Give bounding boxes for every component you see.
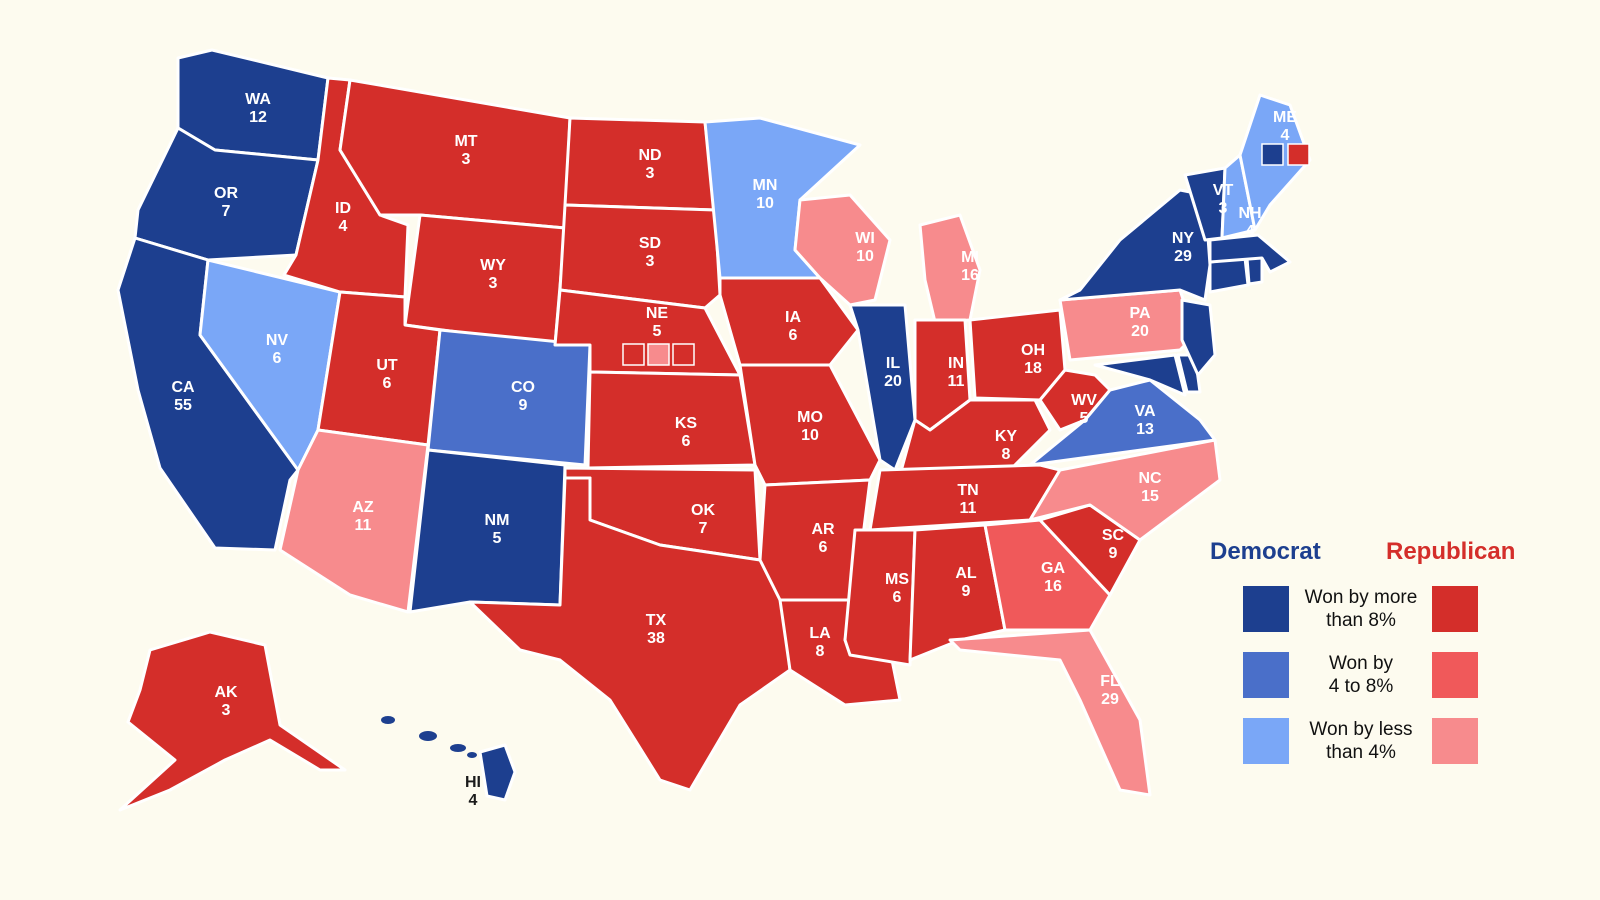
state-label-or: OR 7 xyxy=(214,185,238,220)
state-label-sd: SD 3 xyxy=(639,235,661,270)
legend-swatch-rep-weak xyxy=(1432,718,1478,764)
state-label-ny: NY 29 xyxy=(1172,230,1195,265)
state-label-nh: NH 4 xyxy=(1238,205,1261,240)
legend-swatch-rep-strong xyxy=(1432,586,1478,632)
state-label-la: LA 8 xyxy=(809,625,831,660)
state-shape-ma[interactable] xyxy=(1208,233,1292,274)
state-label-oh: OH 18 xyxy=(1021,342,1045,377)
legend-label: Won by more than 8% xyxy=(1304,587,1418,631)
legend-label: Won by 4 to 8% xyxy=(1328,653,1394,697)
state-label-ar: AR 6 xyxy=(811,521,835,556)
state-shape-md[interactable] xyxy=(1093,353,1187,397)
state-shape-or[interactable] xyxy=(133,126,320,262)
legend-democrat-heading: Democrat xyxy=(1210,538,1321,565)
state-label-az: AZ 11 xyxy=(352,499,374,534)
legend-swatch-dem-strong xyxy=(1243,586,1289,632)
state-label-ca: CA 55 xyxy=(171,379,195,414)
legend: Democrat Republican Won by more than 8% W… xyxy=(1210,538,1530,778)
state-shape-ms[interactable] xyxy=(843,528,917,667)
state-shape-ak[interactable] xyxy=(118,630,347,812)
legend-republican-heading: Republican xyxy=(1386,538,1516,565)
state-label-fl: FL 29 xyxy=(1100,673,1120,708)
state-label-va: VA 13 xyxy=(1134,403,1155,438)
state-shape-pa[interactable] xyxy=(1058,288,1197,362)
state-shape-nm[interactable] xyxy=(408,448,567,614)
state-shape-ks[interactable] xyxy=(586,370,757,470)
state-label-id: ID 4 xyxy=(335,200,351,235)
state-label-ky: KY 8 xyxy=(995,428,1018,463)
state-shape-co[interactable] xyxy=(426,328,592,467)
state-shape-ri[interactable] xyxy=(1245,256,1264,286)
legend-row-4-to-8: Won by 4 to 8% xyxy=(1210,652,1530,700)
state-label-pa: PA 20 xyxy=(1129,305,1150,340)
legend-swatch-rep-medium xyxy=(1432,652,1478,698)
ne-district-box-3 xyxy=(672,343,695,366)
state-label-ne: NE 5 xyxy=(646,305,669,340)
state-shape-fl[interactable] xyxy=(948,628,1152,797)
state-label-wi: WI 10 xyxy=(855,230,875,265)
state-shape-nc[interactable] xyxy=(1028,438,1222,542)
state-shape-al[interactable] xyxy=(908,523,1007,662)
legend-row-less-than-4: Won by less than 4% xyxy=(1210,718,1530,766)
hawaii-island-4 xyxy=(467,752,477,758)
state-label-tx: TX 38 xyxy=(646,612,667,647)
state-shape-wi[interactable] xyxy=(793,193,892,307)
state-label-sc: SC 9 xyxy=(1102,527,1125,562)
maine-district-boxes xyxy=(1261,143,1310,166)
state-label-mt: MT 3 xyxy=(454,133,477,168)
state-label-ga: GA 16 xyxy=(1041,560,1065,595)
legend-swatch-dem-medium xyxy=(1243,652,1289,698)
state-label-nd: ND 3 xyxy=(638,147,661,182)
state-shape-nj[interactable] xyxy=(1180,298,1217,377)
state-label-nc: NC 15 xyxy=(1138,470,1162,505)
state-label-nm: NM 5 xyxy=(485,512,510,547)
legend-row-more-than-8: Won by more than 8% xyxy=(1210,586,1530,634)
hawaii-small-islands xyxy=(381,716,477,758)
legend-label: Won by less than 4% xyxy=(1309,719,1413,763)
state-shape-nd[interactable] xyxy=(563,116,717,212)
state-label-ms: MS 6 xyxy=(885,571,909,606)
state-label-nv: NV 6 xyxy=(266,332,289,367)
state-shape-ct[interactable] xyxy=(1208,256,1250,294)
state-shape-wy[interactable] xyxy=(403,213,567,347)
state-label-vt: VT 3 xyxy=(1213,182,1234,217)
state-label-ut: UT 6 xyxy=(376,357,398,392)
state-shape-mt[interactable] xyxy=(338,78,572,230)
state-label-ak: AK 3 xyxy=(214,684,238,719)
state-label-tn: TN 11 xyxy=(957,482,978,517)
me-district-box-2 xyxy=(1287,143,1310,166)
state-label-me: ME 4 xyxy=(1273,109,1297,144)
ne-district-box-1 xyxy=(622,343,645,366)
state-label-ia: IA 6 xyxy=(785,309,801,344)
state-label-wa: WA 12 xyxy=(245,91,271,126)
legend-swatch-dem-weak xyxy=(1243,718,1289,764)
state-label-ks: KS 6 xyxy=(675,415,698,450)
state-label-hi: HI 4 xyxy=(465,774,481,809)
state-shape-tx[interactable] xyxy=(468,476,792,792)
hawaii-island-3 xyxy=(450,744,466,752)
state-label-al: AL 9 xyxy=(955,565,977,600)
state-label-in: IN 11 xyxy=(948,355,965,390)
state-label-mo: MO 10 xyxy=(797,409,823,444)
state-label-il: IL 20 xyxy=(884,355,902,390)
hawaii-island-1 xyxy=(381,716,395,724)
state-label-mi: MI 16 xyxy=(961,249,979,284)
ne-district-box-2 xyxy=(647,343,670,366)
state-label-wv: WV 5 xyxy=(1071,392,1097,427)
state-shape-hi[interactable] xyxy=(478,743,517,802)
state-shape-sd[interactable] xyxy=(558,203,722,310)
state-label-wy: WY 3 xyxy=(480,257,506,292)
hawaii-island-2 xyxy=(419,731,437,741)
state-label-ok: OK 7 xyxy=(691,502,715,537)
state-label-mn: MN 10 xyxy=(753,177,778,212)
state-shapes xyxy=(116,48,1312,812)
state-label-co: CO 9 xyxy=(511,379,535,414)
state-labels: WA 12 OR 7 CA 55 NV 6 ID 4 MT 3 WY 3 UT 6 AZ 11 C… xyxy=(171,91,1297,809)
nebraska-district-boxes xyxy=(622,343,695,366)
me-district-box-1 xyxy=(1261,143,1284,166)
